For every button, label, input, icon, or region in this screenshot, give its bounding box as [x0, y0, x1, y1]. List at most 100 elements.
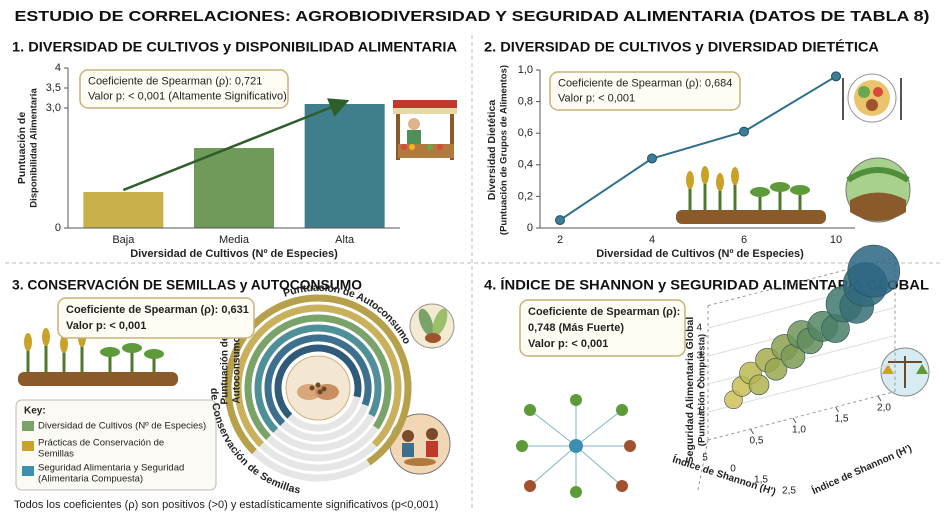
plants-illustration — [18, 328, 178, 386]
point — [739, 126, 749, 137]
annotation: Coeficiente de Spearman (ρ): 0,721 — [88, 75, 262, 87]
x-tick-label: 1,0 — [792, 425, 806, 436]
bar — [194, 148, 274, 228]
annotation: 0,748 (Más Fuerte) — [528, 322, 624, 334]
key-item: Seguridad Alimentaria y Seguridad — [38, 463, 184, 474]
x-tick-label: Baja — [112, 234, 135, 246]
trend-arrow — [122, 98, 350, 192]
y-tick-label: 3,0 — [46, 102, 61, 114]
x-tick-label: 2,0 — [877, 403, 891, 414]
ring-arc — [274, 344, 362, 419]
y-axis-label: Seguridad Alimentaria Global — [684, 317, 696, 464]
key-swatch — [22, 421, 34, 431]
seed — [321, 386, 327, 392]
x-tick — [750, 428, 754, 435]
market-icon — [393, 100, 457, 160]
ring-arc — [264, 334, 372, 426]
bubble — [748, 374, 770, 396]
x-tick — [835, 406, 839, 413]
x-tick-label: 0,5 — [750, 436, 764, 447]
family-icon — [389, 413, 451, 475]
z-tick-label: 0 — [730, 464, 736, 475]
hands — [297, 384, 321, 400]
side-label: Autoconsumo — [232, 336, 243, 403]
z-tick-label: 5 — [702, 453, 708, 464]
y-tick-label: 0,2 — [518, 190, 533, 202]
scales-icon — [880, 347, 930, 397]
key-swatch — [22, 466, 34, 476]
axis-line — [697, 439, 709, 491]
y-tick-label: 4 — [696, 323, 702, 334]
key-title: Key: — [24, 406, 46, 417]
seed — [317, 389, 323, 395]
bar — [304, 104, 385, 228]
hands — [315, 384, 339, 400]
panel-title: 4. ÍNDICE DE SHANNON y SEGURIDAD ALIMENT… — [484, 278, 929, 293]
x-axis-label: Diversidad de Cultivos (Nº de Especies) — [596, 248, 804, 260]
annotation: Valor p: < 0,001 — [558, 92, 635, 104]
bubble — [764, 357, 788, 381]
main-title: ESTUDIO DE CORRELACIONES: AGROBIODIVERSI… — [15, 8, 930, 25]
y-tick-label: 0 — [527, 222, 533, 234]
z-tick-label: 1,5 — [754, 475, 768, 486]
key-item: Semillas — [38, 449, 74, 460]
annotation: Valor p: < 0,001 — [528, 338, 608, 350]
annotation-box — [519, 299, 686, 357]
annotation-box — [549, 71, 741, 111]
key-item: Diversidad de Cultivos (Nº de Especies) — [38, 421, 206, 432]
y-axis-label: Puntuación de — [16, 112, 28, 184]
y-tick-label: 0,8 — [518, 96, 533, 108]
y-axis-label: Diversidad Dietética — [486, 100, 498, 201]
y-axis-label: (Puntuación Compuesta) — [697, 334, 708, 446]
bar — [83, 192, 164, 228]
ring-arc — [234, 304, 402, 448]
key-box — [15, 399, 217, 491]
panel-title: 1. DIVERSIDAD DE CULTIVOS y DISPONIBILID… — [12, 40, 457, 55]
x-tick — [877, 395, 882, 402]
annotation: Valor p: < 0,001 (Altamente Significativ… — [88, 90, 287, 102]
y-tick-label: 1,0 — [518, 64, 533, 76]
network-illustration — [516, 394, 636, 498]
panel-title: 2. DIVERSIDAD DE CULTIVOS y DIVERSIDAD D… — [484, 40, 879, 55]
x-tick-label: 4 — [649, 234, 655, 246]
y-tick-label: 1 — [696, 407, 702, 418]
point — [831, 71, 841, 82]
key-item: Prácticas de Conservación de — [38, 438, 164, 449]
point — [647, 153, 657, 164]
bubble — [847, 244, 901, 298]
x-axis-label: Índice de Shannon (H') — [810, 441, 914, 497]
y-axis-label: (Puntuación de Grupos de Alimentos) — [499, 65, 510, 235]
panel-title: 3. CONSERVACIÓN DE SEMILLAS y AUTOCONSUM… — [12, 278, 362, 293]
seed — [309, 385, 315, 391]
annotation-box — [79, 69, 289, 109]
point — [555, 215, 565, 226]
seed-icon — [409, 303, 455, 349]
key-swatch — [22, 441, 34, 451]
field-icon — [845, 157, 911, 223]
annotation-box — [57, 297, 255, 339]
y-tick-label: 2 — [696, 379, 702, 390]
annotation: Coeficiente de Spearman (ρ): 0,631 — [66, 304, 249, 316]
x-tick-label: 6 — [741, 234, 747, 246]
line — [559, 75, 837, 221]
y-tick-label: 0,6 — [518, 127, 533, 139]
crops-illustration — [676, 166, 826, 224]
x-tick-label: 10 — [830, 234, 842, 246]
ring-arc — [244, 314, 392, 440]
ring-arc — [254, 324, 382, 433]
side-label: Puntuación de — [220, 335, 231, 404]
y-axis-label: Disponibilidad Alimentaria — [29, 88, 40, 208]
frame-line — [707, 256, 896, 307]
y-tick-label: 3,5 — [46, 82, 61, 94]
seed — [315, 382, 321, 388]
y-tick-label: 4 — [55, 62, 61, 74]
footnote: Todos los coeficientes (ρ) son positivos… — [14, 499, 438, 511]
y-tick-label: 0,4 — [518, 159, 533, 171]
z-tick-label: 2,5 — [782, 486, 796, 497]
ring-arc — [224, 294, 412, 466]
y-tick-label: 0 — [55, 222, 61, 234]
annotation: Coeficiente de Spearman (ρ): 0,684 — [558, 77, 732, 89]
annotation: Coeficiente de Spearman (ρ): — [528, 306, 680, 318]
frame-line — [707, 391, 896, 441]
